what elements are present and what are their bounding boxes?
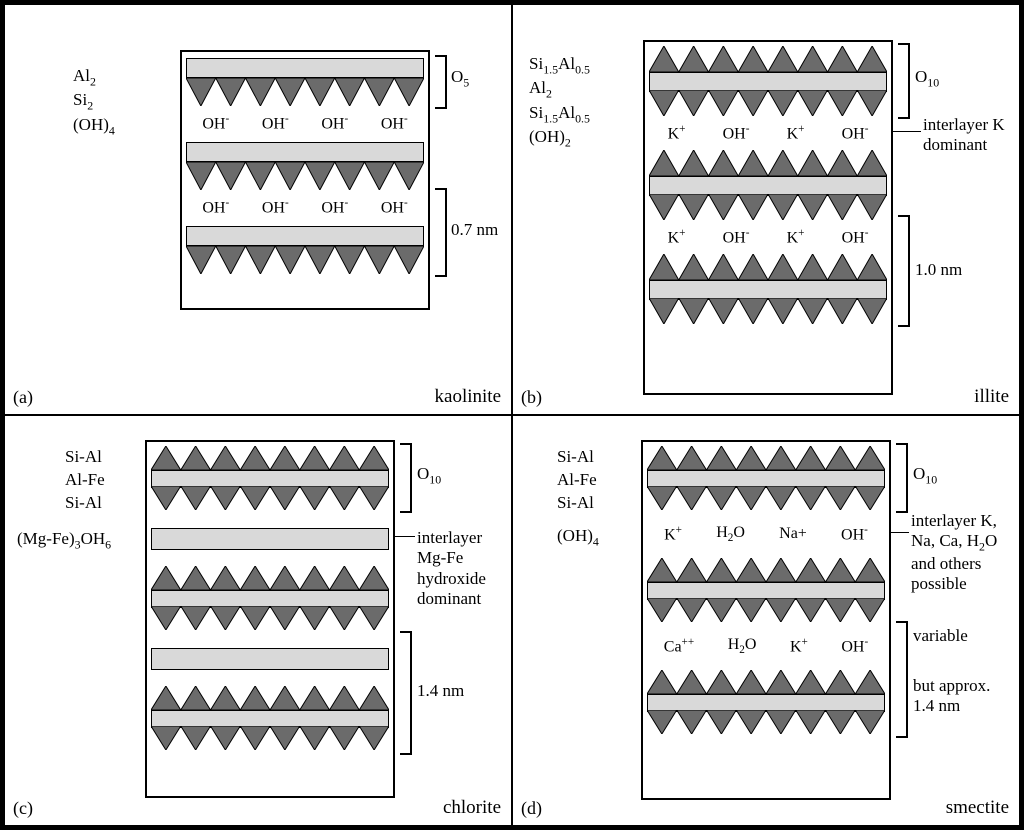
octahedral-sheet xyxy=(186,58,424,78)
spacing-label-2: but approx. 1.4 nm xyxy=(913,676,993,717)
interlayer-note: interlayer K, Na, Ca, H2O and others pos… xyxy=(911,511,1016,595)
panel-c-chlorite: Si-Al Al-Fe Si-Al (Mg-Fe)3OH6 xyxy=(4,415,512,826)
tetrahedral-sheet xyxy=(151,606,389,630)
interlayer-ions: OH-OH-OH-OH- xyxy=(186,192,424,222)
panel-letter: (d) xyxy=(521,798,542,819)
tetrahedral-sheet xyxy=(649,150,887,176)
tetrahedral-sheet xyxy=(186,246,424,274)
tetrahedral-sheet xyxy=(151,446,389,470)
panel-b-illite: Si1.5Al0.5 Al2 Si1.5Al0.5 (OH)2 xyxy=(512,4,1020,415)
octahedral-sheet xyxy=(186,226,424,246)
bracket-anion xyxy=(435,55,447,109)
brucite-sheet xyxy=(151,528,389,550)
brucite-formula: (Mg-Fe)3OH6 xyxy=(17,528,111,552)
bracket-anion xyxy=(896,443,908,513)
panel-letter: (a) xyxy=(13,387,33,408)
panel-d-smectite: Si-Al Al-Fe Si-Al (OH)4 K+H2ONa+OH- xyxy=(512,415,1020,826)
octahedral-sheet xyxy=(649,176,887,196)
tetrahedral-sheet xyxy=(151,486,389,510)
formula-illite: Si1.5Al0.5 Al2 Si1.5Al0.5 (OH)2 xyxy=(529,53,590,151)
brucite-sheet xyxy=(151,648,389,670)
interlayer-note: interlayer K dominant xyxy=(923,115,1018,156)
tetrahedral-sheet xyxy=(647,558,885,582)
tetrahedral-sheet xyxy=(151,686,389,710)
tetrahedral-sheet xyxy=(649,46,887,72)
octahedral-sheet xyxy=(649,280,887,300)
tetrahedral-sheet xyxy=(151,566,389,590)
leader-line xyxy=(889,532,909,533)
anion-label: O10 xyxy=(417,464,441,487)
tetrahedral-sheet xyxy=(649,194,887,220)
anion-label: O10 xyxy=(915,67,939,90)
interlayer-ions: Ca++H2OK+OH- xyxy=(647,626,885,666)
formula-smectite: Si-Al Al-Fe Si-Al (OH)4 xyxy=(557,446,599,549)
tetrahedral-sheet xyxy=(649,90,887,116)
diagram-smectite: K+H2ONa+OH- Ca++H2OK+OH- xyxy=(641,440,891,800)
tetrahedral-sheet xyxy=(186,162,424,190)
bracket-spacing xyxy=(896,621,908,738)
anion-label: O10 xyxy=(913,464,937,487)
diagram-kaolinite: OH-OH-OH-OH- OH-OH-OH-OH- xyxy=(180,50,430,310)
panel-name: kaolinite xyxy=(435,386,501,408)
tetrahedral-sheet xyxy=(151,726,389,750)
anion-label: O5 xyxy=(451,67,469,90)
panel-letter: (c) xyxy=(13,798,33,819)
bracket-anion xyxy=(400,443,412,513)
panel-letter: (b) xyxy=(521,387,542,408)
interlayer-ions: OH-OH-OH-OH- xyxy=(186,108,424,138)
spacing-label: 0.7 nm xyxy=(451,220,498,240)
tetrahedral-sheet xyxy=(647,710,885,734)
formula-kaolinite: Al2 Si2 (OH)4 xyxy=(73,65,115,138)
panel-name: chlorite xyxy=(443,797,501,819)
tetrahedral-sheet xyxy=(647,670,885,694)
panel-name: illite xyxy=(974,386,1009,408)
spacing-label: variable xyxy=(913,626,968,646)
diagram-illite: K+OH-K+OH- xyxy=(643,40,893,395)
tetrahedral-sheet xyxy=(647,486,885,510)
interlayer-ions: K+H2ONa+OH- xyxy=(647,514,885,554)
panel-a-kaolinite: Al2 Si2 (OH)4 OH-OH-OH-OH- xyxy=(4,4,512,415)
interlayer-note: interlayer Mg-Fe hydroxide dominant xyxy=(417,528,502,610)
bracket-spacing xyxy=(400,631,412,755)
bracket-spacing xyxy=(435,188,447,277)
leader-line xyxy=(393,536,415,537)
tetrahedral-sheet xyxy=(649,254,887,280)
spacing-label: 1.0 nm xyxy=(915,260,962,280)
tetrahedral-sheet xyxy=(647,446,885,470)
tetrahedral-sheet xyxy=(649,298,887,324)
panel-name: smectite xyxy=(946,797,1009,819)
tetrahedral-sheet xyxy=(186,78,424,106)
bracket-spacing xyxy=(898,215,910,327)
bracket-anion xyxy=(898,43,910,119)
interlayer-ions: K+OH-K+OH- xyxy=(649,222,887,252)
formula-chlorite: Si-Al Al-Fe Si-Al xyxy=(65,446,105,515)
clay-mineral-figure: Al2 Si2 (OH)4 OH-OH-OH-OH- xyxy=(0,0,1024,830)
octahedral-sheet xyxy=(186,142,424,162)
tetrahedral-sheet xyxy=(647,598,885,622)
leader-line xyxy=(891,131,921,132)
diagram-chlorite xyxy=(145,440,395,798)
interlayer-ions: K+OH-K+OH- xyxy=(649,118,887,148)
octahedral-sheet xyxy=(649,72,887,92)
spacing-label: 1.4 nm xyxy=(417,681,464,701)
